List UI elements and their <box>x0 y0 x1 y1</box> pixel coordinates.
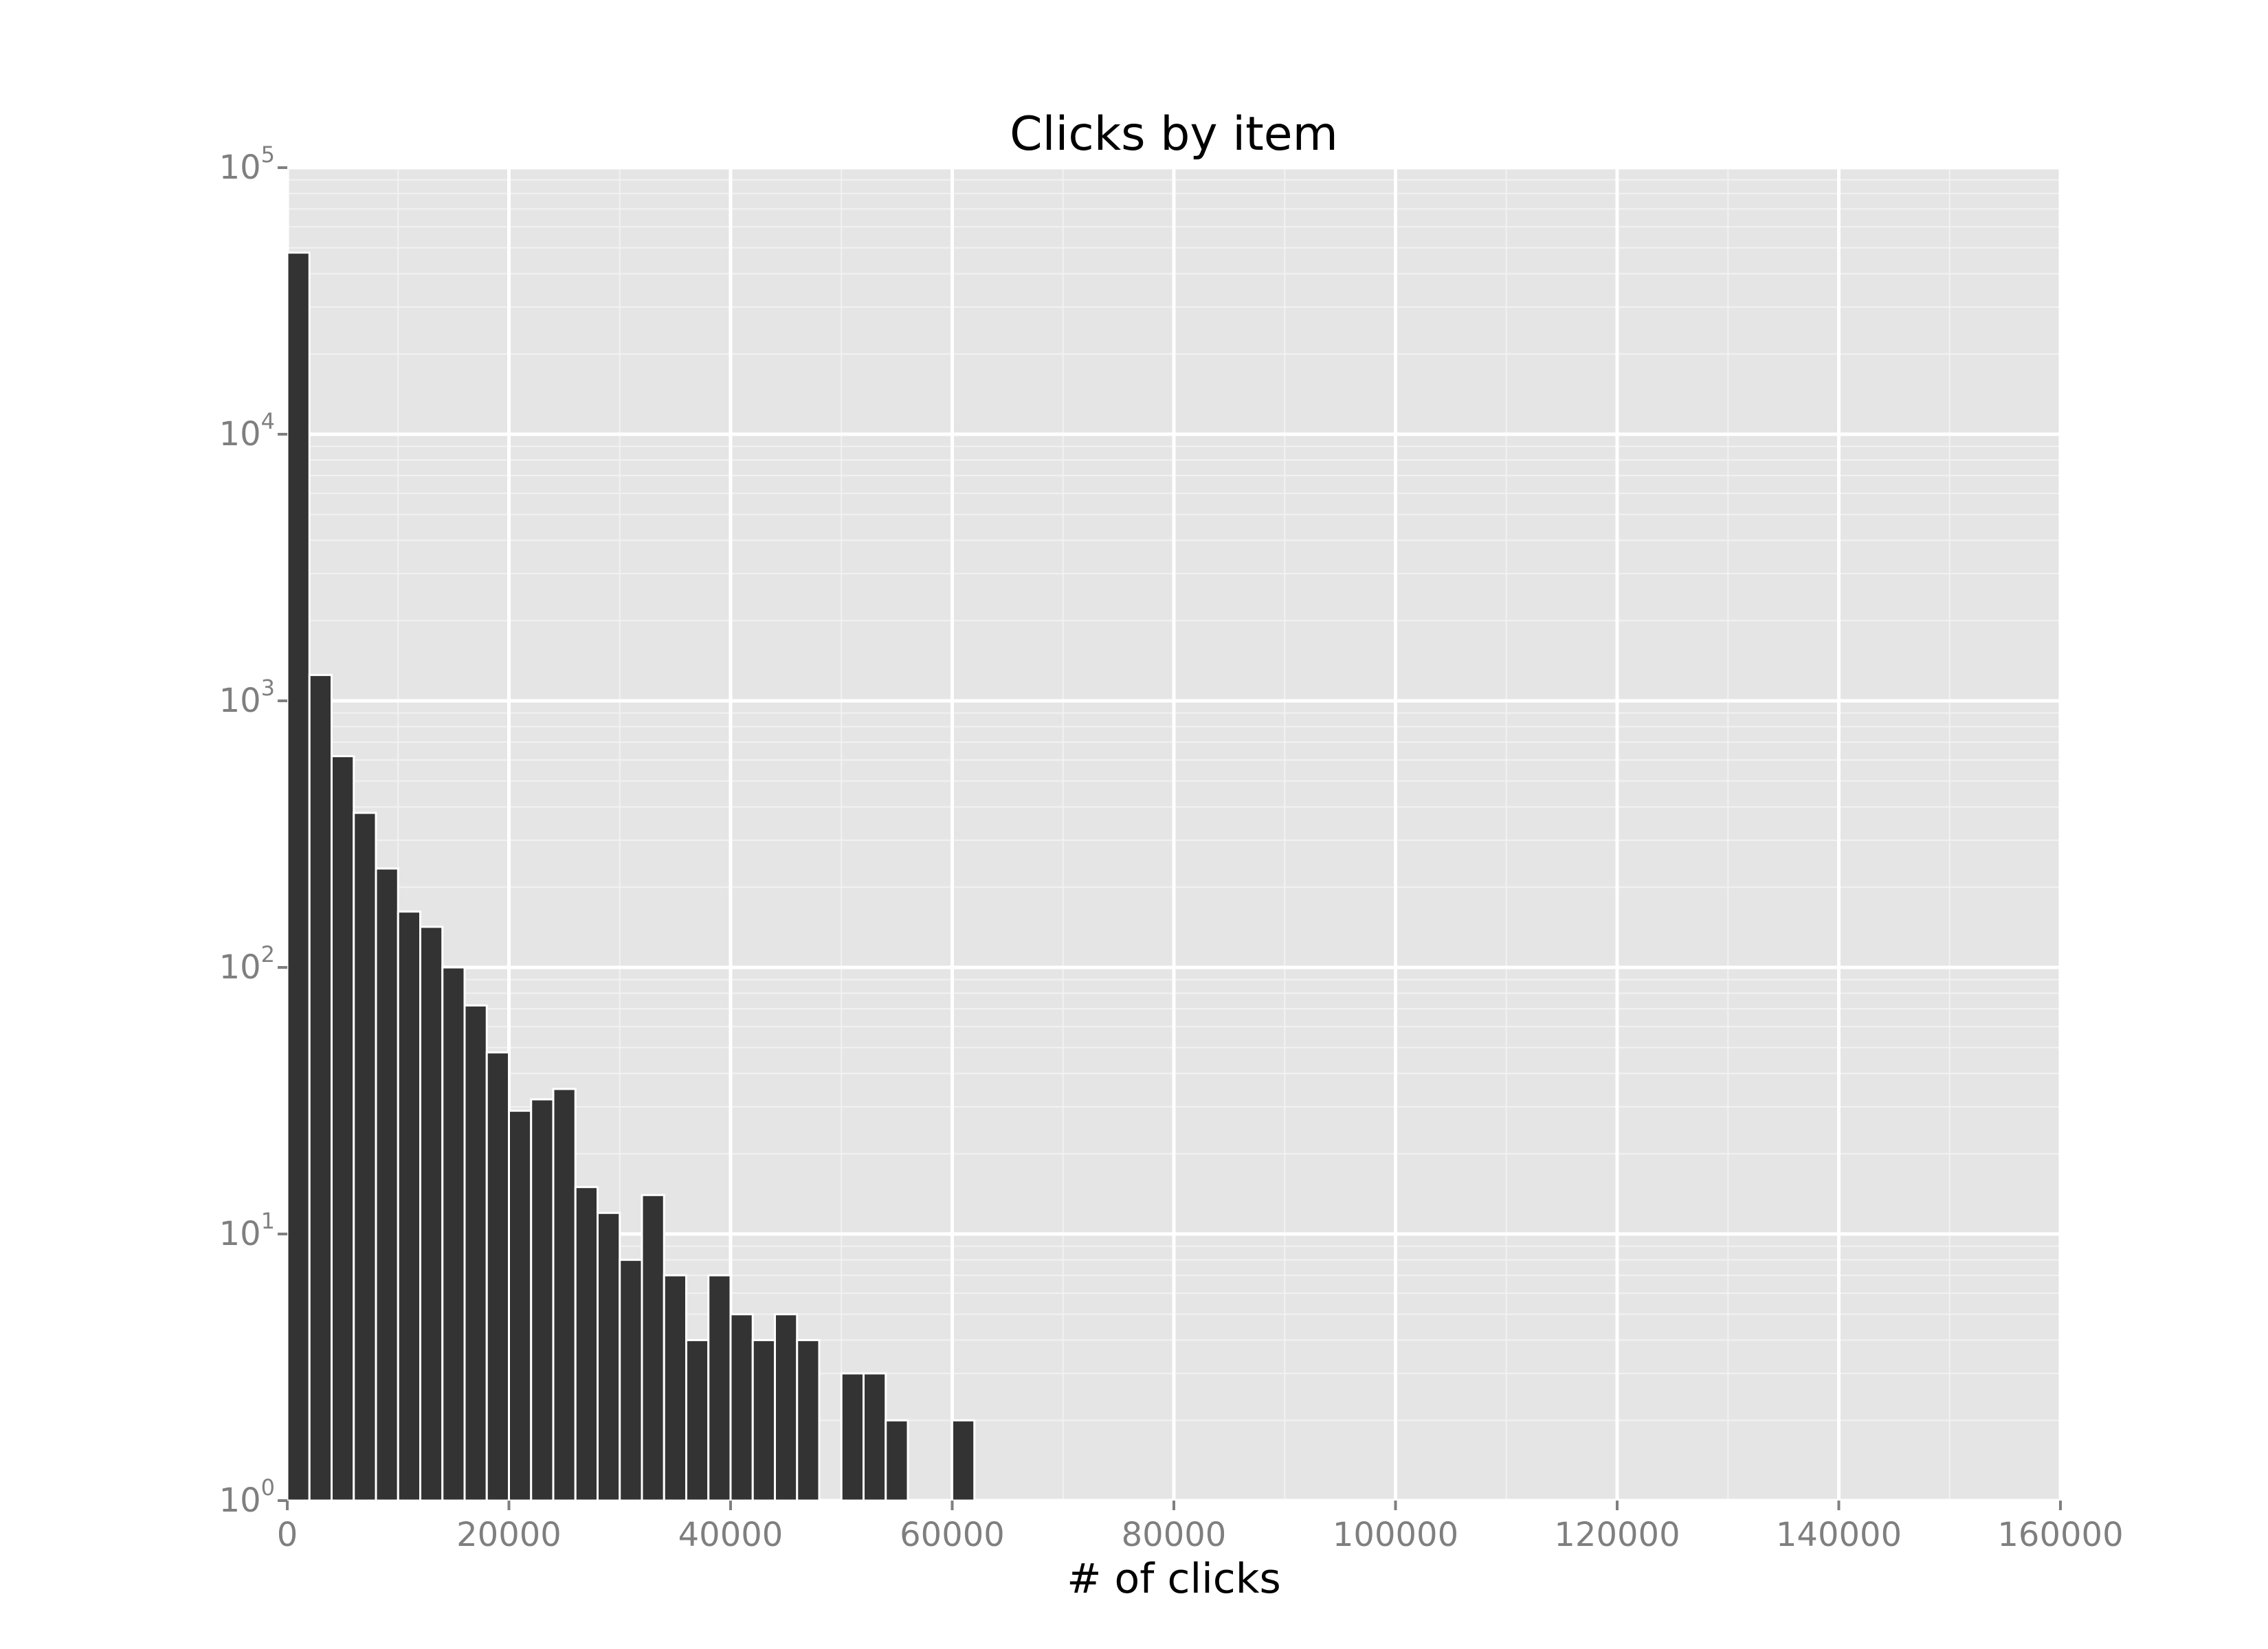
y-tick-label: 101 <box>219 1208 275 1253</box>
histogram-bar <box>419 926 444 1502</box>
histogram-bar <box>353 811 377 1502</box>
histogram-bar <box>641 1193 665 1502</box>
y-tick-label: 102 <box>219 941 275 987</box>
histogram-bar <box>619 1259 643 1502</box>
histogram-bar <box>885 1419 909 1502</box>
histogram-bar <box>729 1313 754 1502</box>
y-tick-label: 104 <box>219 408 275 453</box>
histogram-bar <box>397 910 421 1502</box>
x-tick-label: 40000 <box>678 1516 783 1554</box>
histogram-bar <box>574 1186 599 1502</box>
histogram-bars <box>286 251 976 1502</box>
x-axis-ticks: 0 20000 40000 60000 80000 100000 120000 140000 1… <box>277 1501 2124 1554</box>
x-tick-label: 100000 <box>1333 1516 1458 1554</box>
histogram-bar <box>796 1338 821 1502</box>
x-tick-label: 60000 <box>900 1516 1005 1554</box>
x-tick-label: 20000 <box>456 1516 562 1554</box>
histogram-bar <box>774 1313 799 1502</box>
histogram-bar <box>308 673 333 1502</box>
x-axis-label: # of clicks <box>1067 1555 1281 1603</box>
histogram-bar <box>552 1088 577 1502</box>
x-tick-label: 160000 <box>1997 1516 2123 1554</box>
histogram-bar <box>375 867 399 1502</box>
histogram-bar <box>508 1110 533 1502</box>
y-tick-label: 100 <box>219 1474 275 1520</box>
histogram-bar <box>951 1419 976 1502</box>
histogram-bar <box>485 1051 510 1502</box>
y-tick-label: 105 <box>219 142 275 187</box>
histogram-bar <box>530 1098 555 1502</box>
histogram-bar <box>663 1274 687 1502</box>
histogram-bar <box>463 1004 488 1502</box>
y-axis-ticks: 100 101 102 103 104 105 <box>219 142 287 1520</box>
histogram-bar <box>597 1211 621 1502</box>
histogram-bar <box>707 1274 732 1502</box>
histogram-bar <box>863 1372 887 1502</box>
histogram-bar <box>331 755 355 1502</box>
x-tick-label: 120000 <box>1554 1516 1680 1554</box>
chart-title: Clicks by item <box>1010 107 1338 161</box>
y-tick-label: 103 <box>219 675 275 720</box>
histogram-bar <box>286 251 311 1502</box>
x-tick-label: 80000 <box>1122 1516 1227 1554</box>
histogram-bar <box>840 1372 865 1502</box>
x-tick-label: 140000 <box>1776 1516 1902 1554</box>
histogram-bar <box>751 1338 776 1502</box>
histogram-bar <box>441 966 466 1502</box>
x-tick-label: 0 <box>277 1516 298 1554</box>
histogram-bar <box>685 1338 710 1502</box>
